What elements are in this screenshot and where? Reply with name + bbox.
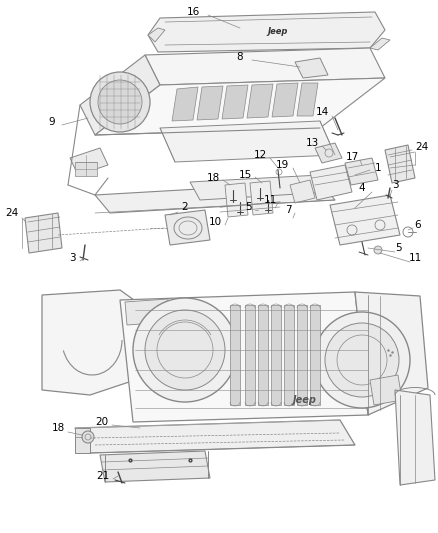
Text: Jeep: Jeep [293, 395, 317, 405]
Polygon shape [272, 83, 298, 117]
Polygon shape [290, 180, 315, 203]
Text: 7: 7 [285, 205, 291, 215]
Polygon shape [100, 451, 210, 482]
Text: 15: 15 [238, 170, 251, 180]
Circle shape [90, 72, 150, 132]
Text: 18: 18 [51, 423, 65, 433]
Text: 14: 14 [315, 107, 328, 117]
Text: 9: 9 [49, 117, 55, 127]
Polygon shape [75, 428, 90, 453]
Polygon shape [330, 195, 400, 245]
Polygon shape [165, 210, 210, 245]
Polygon shape [95, 78, 385, 135]
Polygon shape [80, 55, 160, 135]
Text: 5: 5 [245, 202, 251, 212]
Circle shape [374, 246, 382, 254]
Polygon shape [370, 375, 402, 405]
Polygon shape [271, 305, 281, 405]
Text: 6: 6 [415, 220, 421, 230]
Circle shape [133, 298, 237, 402]
Text: 11: 11 [408, 253, 422, 263]
Polygon shape [345, 158, 378, 185]
Polygon shape [225, 183, 248, 217]
Text: 8: 8 [237, 52, 244, 62]
Polygon shape [355, 292, 428, 415]
Polygon shape [310, 305, 320, 405]
Text: 5: 5 [395, 243, 401, 253]
Text: Jeep: Jeep [268, 28, 288, 36]
Polygon shape [297, 305, 307, 405]
Text: 1: 1 [374, 163, 381, 173]
Polygon shape [250, 181, 273, 215]
Polygon shape [315, 143, 342, 163]
Text: 3: 3 [69, 253, 75, 263]
Text: 19: 19 [276, 160, 289, 170]
Polygon shape [70, 148, 108, 175]
Polygon shape [190, 175, 330, 200]
Text: 20: 20 [95, 417, 109, 427]
Polygon shape [297, 83, 318, 116]
Circle shape [145, 310, 225, 390]
Polygon shape [370, 38, 390, 50]
Text: 24: 24 [415, 142, 429, 152]
Bar [75, 162, 97, 176]
Text: 4: 4 [359, 183, 365, 193]
Text: 16: 16 [187, 7, 200, 17]
Text: 2: 2 [182, 202, 188, 212]
Polygon shape [160, 121, 335, 162]
Text: 18: 18 [206, 173, 219, 183]
Text: 13: 13 [305, 138, 318, 148]
Circle shape [82, 431, 94, 443]
Polygon shape [42, 290, 148, 395]
Polygon shape [148, 28, 165, 42]
Text: 17: 17 [346, 152, 359, 162]
Polygon shape [222, 85, 248, 119]
Polygon shape [258, 305, 268, 405]
Polygon shape [385, 145, 415, 183]
Text: 10: 10 [208, 217, 222, 227]
Polygon shape [284, 305, 294, 405]
Text: 21: 21 [96, 471, 110, 481]
Polygon shape [75, 420, 355, 453]
Polygon shape [148, 12, 385, 52]
Polygon shape [230, 305, 240, 405]
Polygon shape [125, 299, 170, 325]
Text: 3: 3 [392, 180, 398, 190]
Polygon shape [172, 87, 198, 121]
Polygon shape [247, 84, 273, 118]
Polygon shape [120, 292, 368, 422]
Text: 24: 24 [5, 208, 19, 218]
Polygon shape [145, 48, 385, 85]
Text: 11: 11 [263, 195, 277, 205]
Text: 12: 12 [253, 150, 267, 160]
Polygon shape [310, 165, 352, 200]
Circle shape [325, 323, 399, 397]
Polygon shape [395, 390, 435, 485]
Polygon shape [197, 86, 223, 120]
Polygon shape [295, 58, 328, 78]
Circle shape [314, 312, 410, 408]
Polygon shape [245, 305, 255, 405]
Circle shape [98, 80, 142, 124]
Polygon shape [95, 182, 335, 213]
Polygon shape [25, 213, 62, 253]
